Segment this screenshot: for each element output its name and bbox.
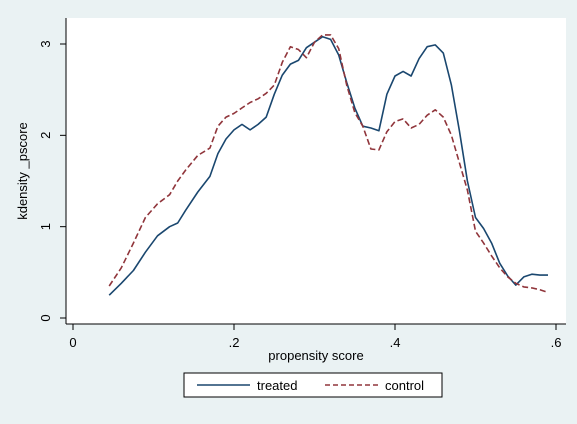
y-tick-label: 3 bbox=[38, 40, 53, 47]
x-tick-label: 0 bbox=[69, 335, 76, 350]
series-line-control bbox=[108, 34, 549, 294]
series-layer bbox=[108, 34, 549, 296]
x-ticks: 0 .2 .4 .6 bbox=[69, 324, 561, 350]
plot-area bbox=[66, 18, 566, 324]
x-tick-label: .6 bbox=[551, 335, 562, 350]
x-axis-title: propensity score bbox=[268, 348, 363, 363]
x-tick-label: .2 bbox=[229, 335, 240, 350]
y-tick-label: 2 bbox=[38, 132, 53, 139]
x-tick-label: .4 bbox=[390, 335, 401, 350]
y-tick-label: 0 bbox=[38, 314, 53, 321]
y-tick-label: 1 bbox=[38, 223, 53, 230]
y-ticks: 0 1 2 3 bbox=[38, 40, 66, 322]
series-line-treated bbox=[108, 35, 548, 296]
y-axis-title: kdensity _pscore bbox=[15, 122, 30, 220]
legend-label-control: control bbox=[385, 378, 424, 393]
legend-label-treated: treated bbox=[257, 378, 297, 393]
legend: treated control bbox=[183, 372, 443, 398]
